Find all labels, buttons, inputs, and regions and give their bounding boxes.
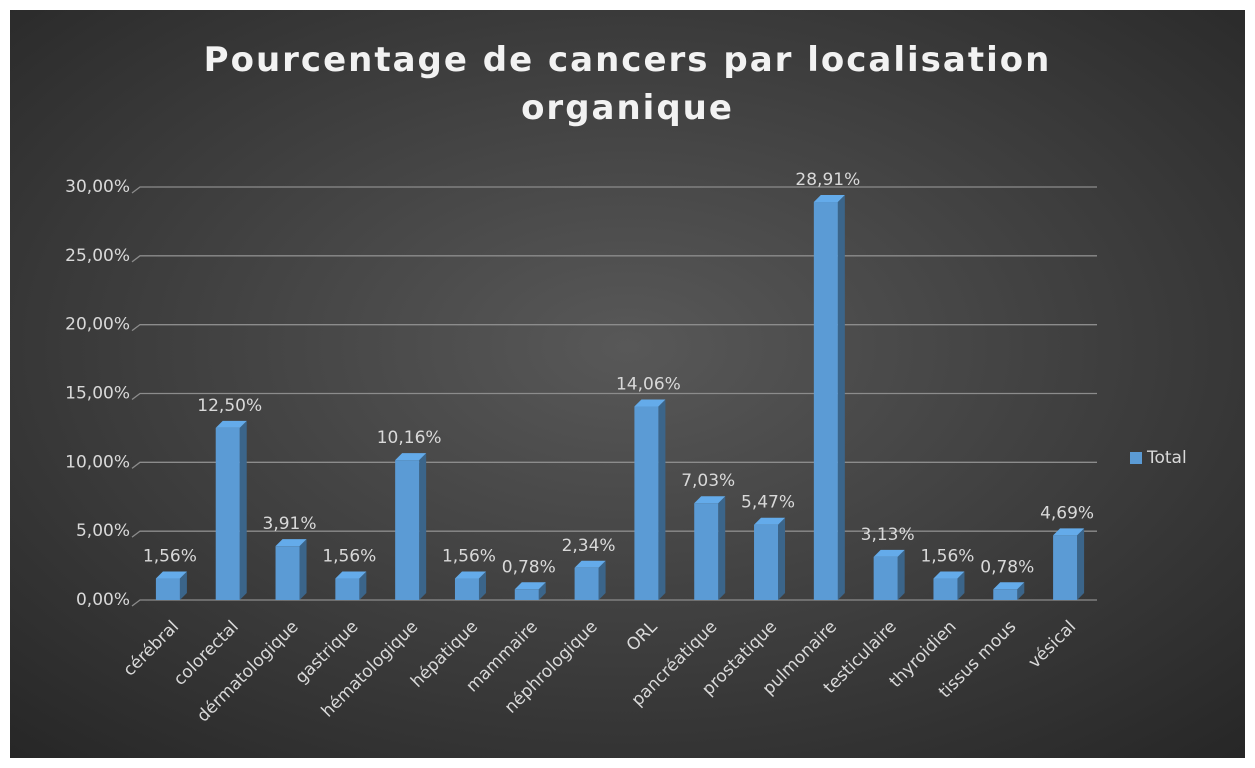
chart-title: Pourcentage de cancers par localisation … (203, 40, 1052, 128)
bar-top (634, 399, 666, 407)
bar-top (1053, 528, 1085, 536)
bar (634, 406, 659, 600)
bar-top (694, 496, 726, 504)
bar-side (598, 560, 606, 600)
data-label: 7,03% (681, 471, 735, 491)
bar (454, 578, 479, 600)
bar-top (454, 571, 486, 579)
data-label: 1,56% (143, 547, 197, 567)
data-label: 12,50% (197, 396, 262, 416)
bar (155, 578, 180, 600)
y-tick-label: 30,00% (65, 177, 130, 197)
y-tick-label: 0,00% (76, 590, 130, 610)
bar-top (813, 195, 845, 203)
bar-side (239, 420, 247, 600)
bar-top (993, 582, 1025, 590)
bar-top (275, 539, 307, 547)
bar-top (215, 420, 247, 428)
bar-side (419, 453, 427, 600)
bar (1053, 535, 1078, 600)
bar (395, 460, 420, 600)
bar-top (574, 560, 606, 568)
grid-line (131, 461, 1097, 469)
bar-side (1077, 528, 1085, 600)
data-label: 0,78% (502, 557, 556, 577)
y-tick-label: 10,00% (65, 452, 130, 472)
data-label: 0,78% (980, 557, 1034, 577)
data-label: 1,56% (322, 547, 376, 567)
bar-side (957, 571, 965, 600)
data-label: 28,91% (795, 170, 860, 190)
chart-background (10, 10, 1245, 758)
bar-top (395, 453, 427, 461)
data-label: 3,13% (861, 525, 915, 545)
bar-side (538, 582, 546, 600)
bar-side (718, 496, 726, 600)
y-tick-label: 25,00% (65, 246, 130, 266)
bar-top (155, 571, 187, 579)
bar-top (933, 571, 965, 579)
bar (694, 503, 719, 600)
grid-line (131, 255, 1097, 263)
bar-side (179, 571, 187, 600)
bar-side (897, 549, 905, 600)
data-label: 1,56% (442, 547, 496, 567)
bar-top (873, 549, 905, 557)
bar (574, 567, 599, 600)
bar (873, 556, 898, 600)
y-tick-label: 20,00% (65, 315, 130, 335)
data-label: 14,06% (616, 374, 681, 394)
bar-top (514, 582, 546, 590)
bar-top (335, 571, 367, 579)
bar (813, 202, 838, 600)
y-tick-label: 15,00% (65, 384, 130, 404)
grid-line (131, 392, 1097, 401)
bar (933, 578, 958, 600)
bar (993, 589, 1018, 600)
y-tick-label: 5,00% (76, 521, 130, 541)
data-label: 2,34% (562, 536, 616, 556)
bar-side (478, 571, 486, 600)
bar (754, 524, 779, 600)
data-label: 5,47% (741, 493, 795, 513)
grid-line (131, 186, 1097, 194)
data-label: 1,56% (920, 547, 974, 567)
data-label: 4,69% (1040, 503, 1094, 523)
legend-swatch (1130, 452, 1142, 464)
bar (215, 427, 240, 600)
bar (514, 589, 539, 600)
bar-top (754, 517, 786, 525)
bar-side (299, 539, 307, 600)
bar (335, 578, 360, 600)
bar-side (658, 399, 666, 600)
data-label: 10,16% (377, 428, 442, 448)
bar-side (837, 195, 845, 600)
bar-side (359, 571, 367, 600)
legend-label: Total (1146, 448, 1187, 468)
bar-side (778, 517, 786, 600)
bar (275, 546, 300, 600)
grid-line (131, 324, 1097, 332)
bar-side (1017, 582, 1025, 600)
data-label: 3,91% (263, 514, 317, 534)
